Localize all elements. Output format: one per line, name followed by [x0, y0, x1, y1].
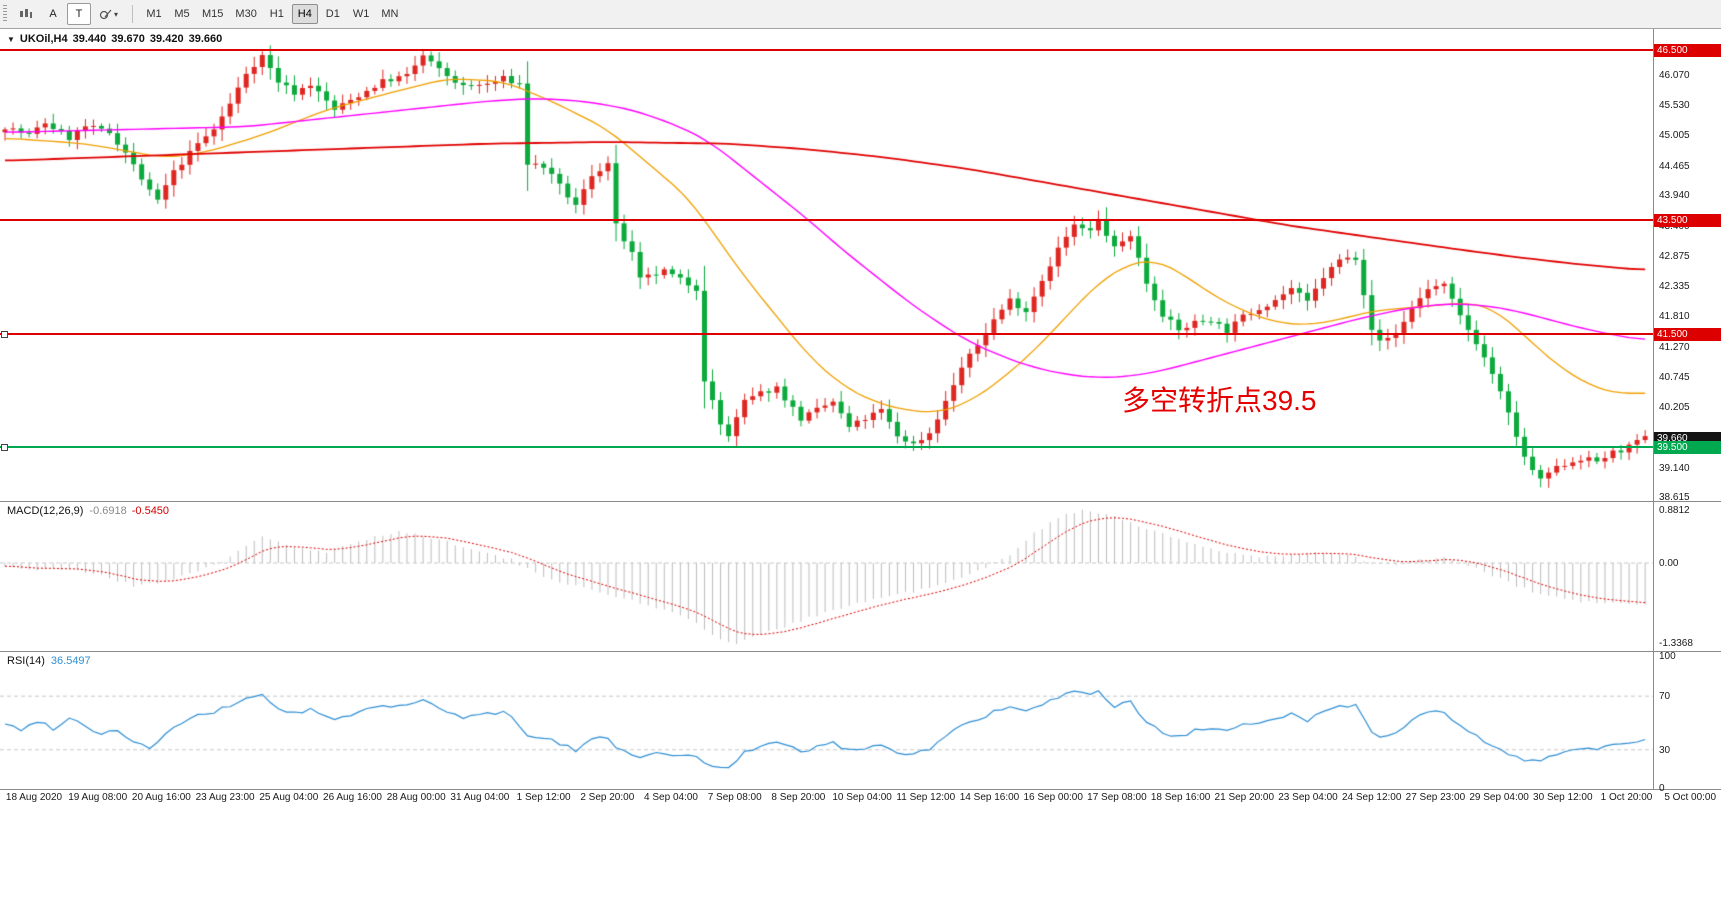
line-selection-handle[interactable]	[1, 330, 8, 338]
line-selection-handle[interactable]	[1, 444, 8, 452]
time-axis-label: 20 Aug 16:00	[131, 792, 191, 803]
rsi-axis-label: 100	[1659, 651, 1676, 662]
macd-name: MACD(12,26,9)	[7, 505, 84, 517]
time-axis-label: 1 Sep 12:00	[516, 792, 571, 803]
rsi-axis-label: 0	[1659, 783, 1665, 794]
rsi-axis-label: 70	[1659, 691, 1671, 703]
time-axis-label: 30 Sep 12:00	[1533, 792, 1593, 803]
timeframe-button-m1[interactable]: M1	[141, 4, 167, 24]
time-axis-label: 31 Aug 04:00	[450, 792, 510, 803]
price-axis-label: 45.530	[1659, 100, 1690, 112]
price-axis-label: 38.615	[1659, 492, 1690, 504]
time-axis-label: 17 Sep 08:00	[1087, 792, 1147, 803]
horizontal-level-line-39.5[interactable]	[0, 446, 1653, 449]
rsi-indicator-label: RSI(14) 36.5497	[7, 655, 91, 667]
time-axis-label: 21 Sep 20:00	[1214, 792, 1275, 803]
price-level-badge-43.500: 43.500	[1654, 214, 1721, 228]
macd-indicator-label: MACD(12,26,9) -0.6918 -0.5450	[7, 505, 169, 517]
timeframe-button-h1[interactable]: H1	[264, 4, 290, 24]
price-axis-label: 41.810	[1659, 311, 1690, 323]
macd-axis-label: 0.00	[1659, 558, 1679, 569]
price-level-badge-46.500: 46.500	[1654, 44, 1721, 58]
rsi-value: 36.5497	[50, 655, 91, 667]
chart-tools-icon[interactable]	[13, 3, 39, 25]
time-axis-label: 23 Aug 23:00	[195, 792, 255, 803]
panel-separator	[0, 651, 1721, 652]
quick-trade-toggle-icon[interactable]: ▼	[7, 34, 15, 44]
timeframe-button-mn[interactable]: MN	[376, 4, 403, 24]
price-level-badge-41.500: 41.500	[1654, 327, 1721, 341]
chevron-down-icon: ▾	[114, 9, 119, 19]
timeframe-button-m5[interactable]: M5	[169, 4, 195, 24]
horizontal-level-line-41.5[interactable]	[0, 332, 1653, 335]
mini-candles-icon	[20, 9, 32, 18]
shapes-tool-button[interactable]: ▾	[93, 3, 124, 25]
time-axis-label: 23 Sep 04:00	[1278, 792, 1338, 803]
time-axis-label: 14 Sep 16:00	[959, 792, 1020, 803]
time-axis-label: 2 Sep 20:00	[580, 792, 635, 803]
price-level-badge-39.500: 39.500	[1654, 441, 1721, 455]
time-axis-label: 18 Aug 2020	[5, 792, 63, 803]
macd-signal-value: -0.5450	[131, 505, 170, 517]
time-axis-label: 10 Sep 04:00	[832, 792, 892, 803]
annotation-tool-button[interactable]: A	[41, 3, 65, 25]
price-axis-label: 44.465	[1659, 160, 1690, 172]
time-axis-label: 8 Sep 20:00	[771, 792, 826, 803]
time-axis-label: 11 Sep 12:00	[896, 792, 956, 803]
time-axis-label: 29 Sep 04:00	[1469, 792, 1529, 803]
time-axis-label: 26 Aug 16:00	[323, 792, 382, 803]
symbol-label: UKOil,H4	[19, 33, 68, 45]
chart-symbol-readout: ▼ UKOil,H4 39.440 39.670 39.420 39.660	[7, 33, 222, 45]
toolbar-separator	[132, 5, 134, 23]
ohlc-high: 39.670	[111, 33, 145, 45]
timeframe-button-m15[interactable]: M15	[197, 4, 228, 24]
time-axis-label: 16 Sep 00:00	[1023, 792, 1083, 803]
ohlc-low: 39.420	[149, 33, 184, 45]
rsi-axis-label: 30	[1659, 744, 1671, 756]
ohlc-close: 39.660	[188, 33, 223, 45]
time-axis-label: 4 Sep 04:00	[644, 792, 698, 803]
timeframe-button-d1[interactable]: D1	[320, 4, 346, 24]
macd-axis-label: 0.8812	[1659, 504, 1690, 516]
price-axis-label: 45.005	[1659, 129, 1690, 141]
timeframe-button-h4[interactable]: H4	[291, 4, 318, 24]
macd-main-value: -0.6918	[89, 505, 127, 517]
price-axis-label: 41.270	[1659, 341, 1690, 353]
time-axis-label: 5 Oct 00:00	[1664, 792, 1717, 803]
chart-toolbar: A T ▾ M1 M5 M15 M30 H1 H4 D1 W1 MN	[0, 0, 1721, 29]
price-axis-label: 43.940	[1659, 190, 1690, 202]
price-axis-label: 42.335	[1659, 281, 1690, 293]
price-axis-label: 40.205	[1659, 402, 1690, 414]
timeframe-button-m30[interactable]: M30	[230, 4, 261, 24]
time-axis-label: 27 Sep 23:00	[1405, 792, 1466, 803]
price-axis-label: 39.140	[1659, 462, 1690, 474]
price-axis-label: 46.070	[1659, 69, 1690, 81]
horizontal-level-line-43.5[interactable]	[0, 219, 1653, 222]
price-axis-divider	[1653, 28, 1654, 789]
panel-separator	[0, 501, 1721, 502]
panel-separator	[0, 789, 1721, 790]
time-axis-label: 19 Aug 08:00	[68, 792, 128, 803]
macd-axis-label: -1.3368	[1659, 638, 1693, 650]
chart-annotation-text[interactable]: 多空转折点39.5	[1122, 385, 1317, 416]
time-axis-label: 7 Sep 08:00	[707, 792, 762, 803]
toolbar-grip[interactable]	[3, 5, 7, 23]
timeframe-button-w1[interactable]: W1	[348, 4, 375, 24]
time-axis-label: 1 Oct 20:00	[1600, 792, 1653, 803]
price-axis-label: 42.875	[1659, 250, 1690, 262]
horizontal-level-line-46.5[interactable]	[0, 49, 1653, 52]
ohlc-open: 39.440	[72, 33, 107, 45]
time-axis-label: 24 Sep 12:00	[1341, 792, 1402, 803]
timeframe-group: M1 M5 M15 M30 H1 H4 D1 W1 MN	[140, 4, 404, 24]
time-axis-label: 18 Sep 16:00	[1150, 792, 1211, 803]
time-axis-label: 25 Aug 04:00	[259, 792, 319, 803]
rsi-name: RSI(14)	[7, 655, 45, 667]
time-axis-label: 28 Aug 00:00	[386, 792, 446, 803]
text-tool-button[interactable]: T	[67, 3, 91, 25]
price-axis-label: 40.745	[1659, 371, 1690, 383]
shapes-icon	[99, 9, 112, 19]
